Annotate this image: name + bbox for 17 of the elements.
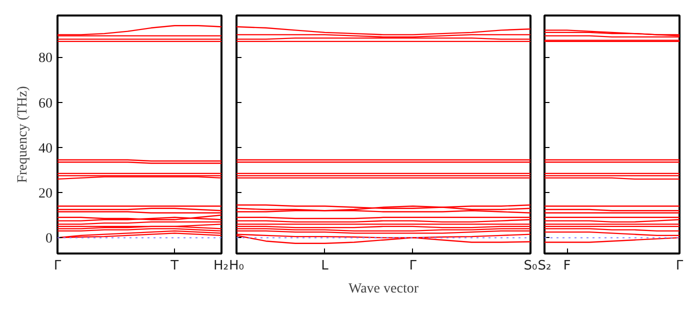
x-tick-label: Γ [54,258,62,274]
y-tick-label: 60 [38,96,52,112]
x-tick-label: Γ [676,258,684,274]
y-tick-label: 20 [38,186,52,202]
x-tick-label: S₀ [524,258,538,274]
y-tick-label: 40 [38,141,52,156]
y-tick-label: 0 [46,232,52,247]
x-tick-label: Γ [409,258,418,274]
x-tick-label: L [321,258,330,274]
x-tick-label: H₂ [214,258,229,274]
x-tick-label: S₂ [538,258,552,274]
y-axis-title: Frequency (THz) [16,86,30,183]
y-tick-label: 80 [38,51,52,66]
x-tick-label: T [170,258,179,274]
x-tick-label: F [563,258,571,274]
x-axis-title: Wave vector [348,282,419,296]
x-tick-label: H₀ [229,258,244,274]
